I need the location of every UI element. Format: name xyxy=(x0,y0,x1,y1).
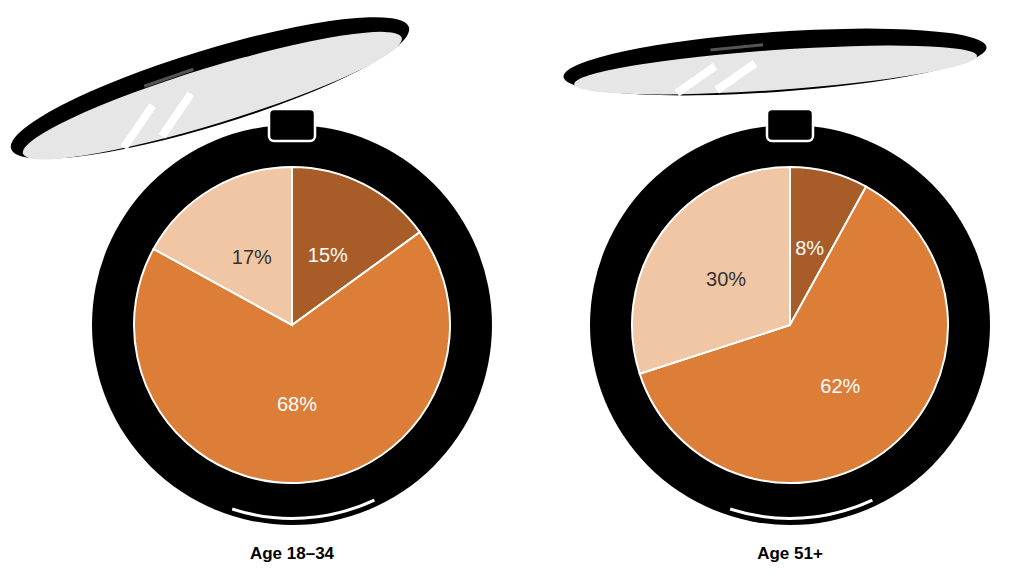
pie-slice xyxy=(154,167,292,325)
pie-slices xyxy=(134,167,450,483)
chart-title: Age 51+ xyxy=(757,544,823,563)
mirror-glint xyxy=(114,106,162,148)
pie-slice xyxy=(632,167,790,374)
data-label: 8% xyxy=(795,237,824,259)
data-labels: 8% 62% 30% xyxy=(706,237,861,396)
lid-mirror xyxy=(573,36,979,104)
lid-hinge-line xyxy=(144,69,194,86)
mirror-glint xyxy=(715,63,757,90)
clasp-notch xyxy=(232,499,375,520)
data-label: 62% xyxy=(820,375,860,397)
pie-panel: 15% 68% 17% Age 18–34 xyxy=(0,0,492,563)
data-label: 15% xyxy=(308,244,348,266)
chart-title: Age 18–34 xyxy=(250,544,335,563)
pie-slices xyxy=(632,167,948,483)
pie-panel: 8% 62% 30% Age 51+ xyxy=(561,17,990,563)
mirror-glint xyxy=(675,66,717,93)
compact-case xyxy=(590,125,990,525)
clasp-notch xyxy=(730,499,873,520)
compact-case xyxy=(92,125,492,525)
mirror-glint xyxy=(153,94,201,136)
data-label: 17% xyxy=(232,246,272,268)
compact-lid xyxy=(561,17,988,106)
lid-hinge-line xyxy=(710,45,763,50)
data-labels: 15% 68% 17% xyxy=(232,244,348,415)
compact-hinge xyxy=(269,109,315,141)
data-label: 68% xyxy=(277,393,317,415)
compact-hinge xyxy=(767,109,813,141)
data-label: 30% xyxy=(706,268,746,290)
chart-canvas: 15% 68% 17% Age 18–34 8% 62% 30% Age 51+ xyxy=(0,0,1033,573)
lid-rim xyxy=(561,17,988,106)
